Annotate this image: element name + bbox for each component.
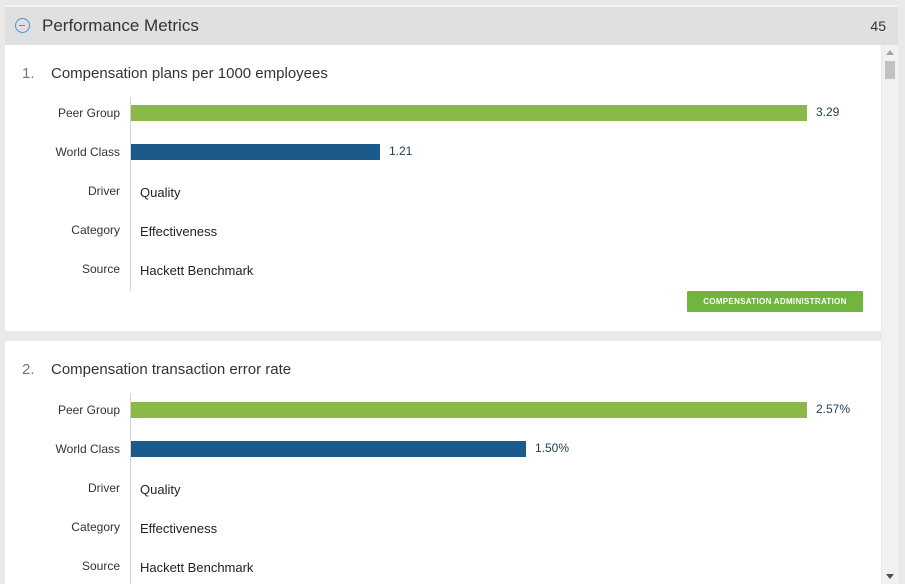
metric-card: 2. Compensation transaction error rate P… xyxy=(5,341,881,584)
driver-label: Driver xyxy=(88,481,120,495)
source-value: Hackett Benchmark xyxy=(140,263,254,278)
section-title: Performance Metrics xyxy=(42,16,199,35)
source-label: Source xyxy=(81,262,120,276)
driver-value: Quality xyxy=(140,185,181,200)
peer-group-label: Peer Group xyxy=(57,106,120,120)
metric-card: 1. Compensation plans per 1000 employees… xyxy=(5,45,881,331)
peer-group-value: 2.57% xyxy=(816,402,851,416)
peer-group-value: 3.29 xyxy=(816,105,840,119)
source-value: Hackett Benchmark xyxy=(140,560,254,575)
source-label: Source xyxy=(81,559,120,573)
driver-value: Quality xyxy=(140,482,181,497)
world-class-label: World Class xyxy=(55,145,120,159)
peer-group-bar xyxy=(131,105,807,121)
metric-number: 1. xyxy=(22,65,35,82)
metric-title: Compensation transaction error rate xyxy=(51,361,292,378)
scroll-down-arrow-icon[interactable] xyxy=(886,574,894,579)
metrics-list: 1. Compensation plans per 1000 employees… xyxy=(5,45,881,584)
collapse-minus-icon[interactable] xyxy=(15,18,30,33)
world-class-bar xyxy=(131,144,380,160)
chart-axis xyxy=(130,393,131,584)
world-class-label: World Class xyxy=(55,442,120,456)
section-header[interactable]: Performance Metrics 45 xyxy=(5,5,898,45)
category-label: Category xyxy=(71,520,120,534)
category-value: Effectiveness xyxy=(140,521,218,536)
metric-count: 45 xyxy=(870,18,886,34)
category-label: Category xyxy=(71,223,120,237)
metric-number: 2. xyxy=(22,361,35,378)
world-class-value: 1.21 xyxy=(389,144,413,158)
driver-label: Driver xyxy=(88,184,120,198)
peer-group-bar xyxy=(131,402,807,418)
world-class-value: 1.50% xyxy=(535,441,570,455)
metric-title: Compensation plans per 1000 employees xyxy=(51,65,328,82)
category-value: Effectiveness xyxy=(140,224,218,239)
peer-group-label: Peer Group xyxy=(57,403,120,417)
vertical-scrollbar[interactable] xyxy=(882,45,898,584)
scroll-thumb[interactable] xyxy=(885,61,895,79)
chart-axis xyxy=(130,97,131,291)
scroll-up-arrow-icon[interactable] xyxy=(886,50,894,55)
world-class-bar xyxy=(131,441,526,457)
compensation-administration-tag[interactable]: COMPENSATION ADMINISTRATION xyxy=(687,291,863,312)
